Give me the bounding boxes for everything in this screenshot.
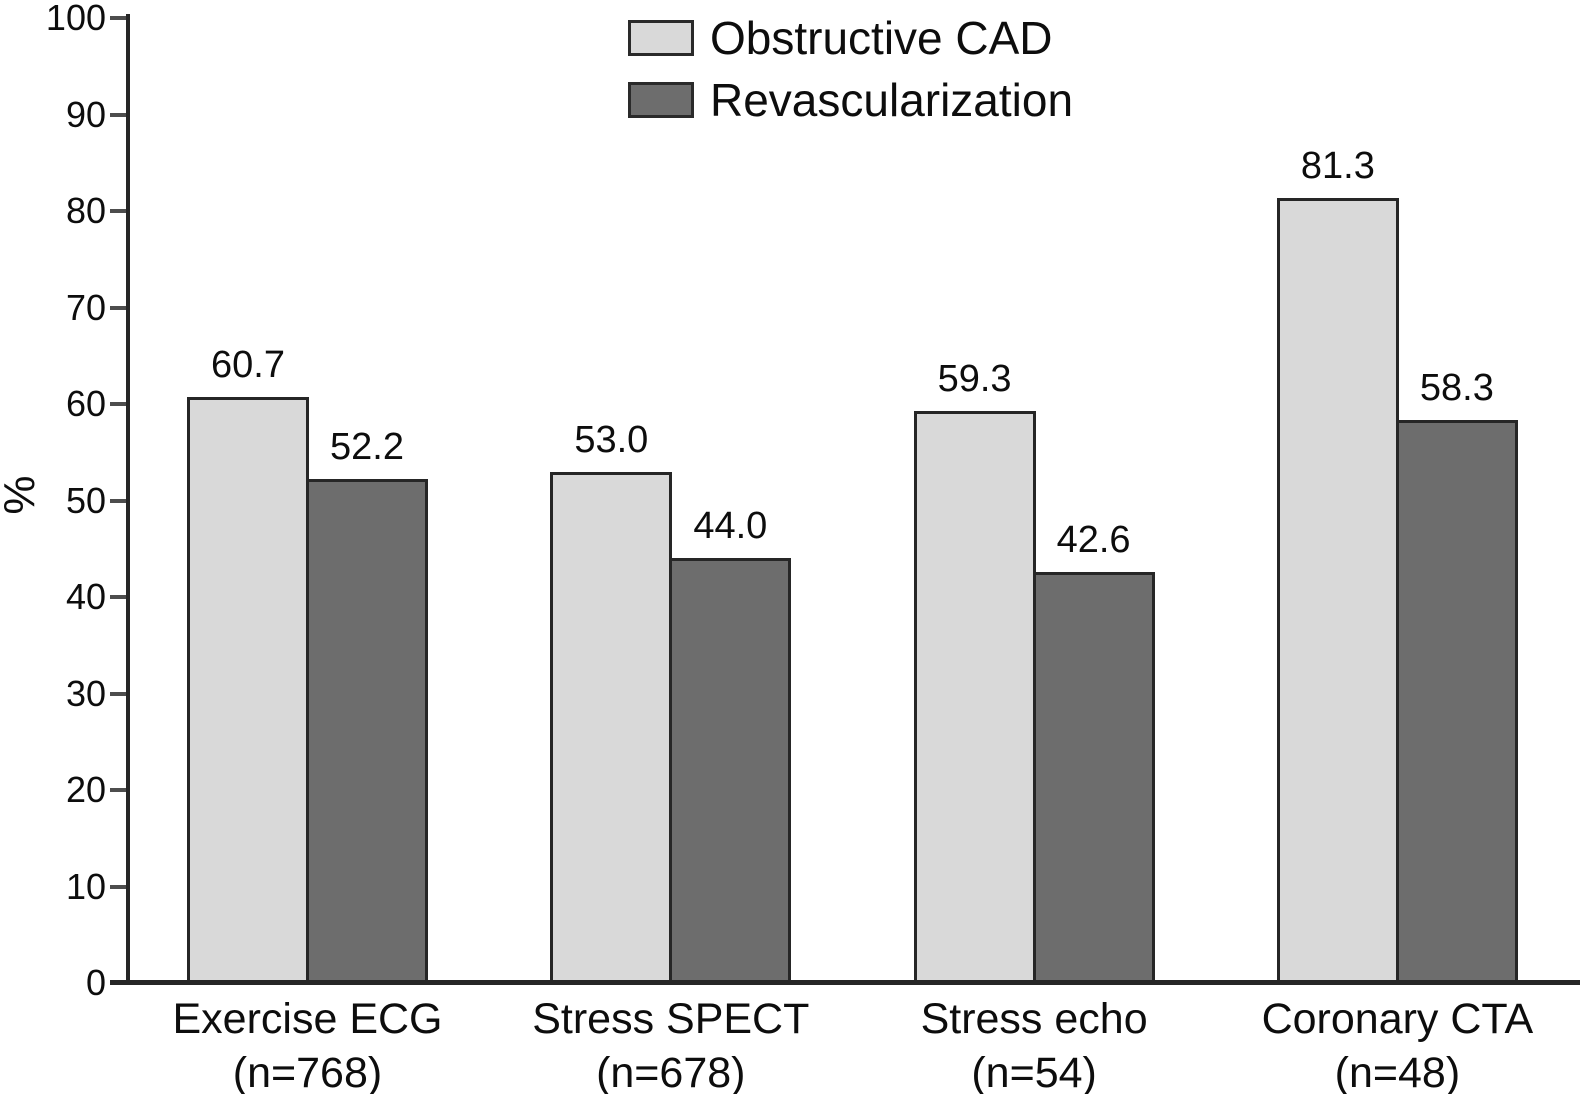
y-tick-mark xyxy=(110,595,128,599)
legend-item-obstructive-cad: Obstructive CAD xyxy=(628,12,1073,64)
bar-revascularization xyxy=(1395,420,1518,983)
bar-value-label: 52.2 xyxy=(330,426,404,469)
x-category-label: Stress echo (n=54) xyxy=(853,992,1215,1094)
y-tick-label: 10 xyxy=(65,865,106,907)
x-category-label: Stress SPECT (n=678) xyxy=(490,992,852,1094)
y-tick-label: 60 xyxy=(65,383,106,424)
y-tick-mark xyxy=(110,788,128,792)
y-tick-label: 50 xyxy=(65,479,106,521)
bar-obstructive-cad xyxy=(187,397,309,983)
x-category-label: Coronary CTA (n=48) xyxy=(1216,992,1578,1094)
bar-obstructive-cad xyxy=(550,471,673,983)
legend: Obstructive CAD Revascularization xyxy=(628,12,1073,142)
y-tick-mark xyxy=(110,884,128,889)
y-tick-label: 100 xyxy=(45,0,106,38)
bar-revascularization xyxy=(669,558,792,983)
y-tick-mark xyxy=(110,498,128,503)
x-category-name: Stress SPECT xyxy=(532,995,810,1043)
bar-revascularization xyxy=(1032,571,1155,983)
y-tick-mark xyxy=(110,691,128,696)
x-category-n: (n=768) xyxy=(232,1049,383,1094)
bar-value-label: 44.0 xyxy=(693,505,768,548)
legend-label-obstructive-cad: Obstructive CAD xyxy=(710,12,1053,64)
bar-value-label: 81.3 xyxy=(1300,145,1375,188)
y-tick-mark xyxy=(110,16,128,20)
y-tick-label: 70 xyxy=(65,286,106,328)
y-tick-label: 30 xyxy=(65,672,106,714)
x-category-n: (n=678) xyxy=(596,1049,746,1094)
y-tick-mark xyxy=(110,209,128,213)
bar-value-label: 58.3 xyxy=(1419,367,1494,410)
legend-label-revascularization: Revascularization xyxy=(710,74,1074,126)
x-category-name: Exercise ECG xyxy=(172,995,443,1043)
x-category-name: Stress echo xyxy=(920,995,1148,1043)
bar-obstructive-cad xyxy=(1276,198,1399,983)
bar-value-label: 42.6 xyxy=(1056,518,1131,561)
x-category-n: (n=48) xyxy=(1334,1049,1461,1094)
y-tick-label: 80 xyxy=(65,190,106,231)
y-tick-mark xyxy=(110,402,128,406)
x-category-n: (n=54) xyxy=(971,1049,1097,1094)
x-axis-line xyxy=(110,980,1580,985)
bar-revascularization xyxy=(306,479,428,983)
y-axis-line xyxy=(126,14,130,985)
legend-swatch-obstructive-cad xyxy=(628,20,694,56)
bar-value-label: 53.0 xyxy=(574,418,649,461)
y-tick-label: 0 xyxy=(85,962,106,1003)
bar-value-label: 60.7 xyxy=(211,344,285,387)
x-category-label: Exercise ECG (n=768) xyxy=(127,992,489,1094)
y-tick-label: 20 xyxy=(65,769,106,810)
legend-swatch-revascularization xyxy=(628,82,694,118)
bar-obstructive-cad xyxy=(913,410,1036,983)
x-category-name: Coronary CTA xyxy=(1261,995,1534,1043)
y-tick-label: 90 xyxy=(65,93,106,135)
y-tick-label: 40 xyxy=(65,576,106,617)
bar-value-label: 59.3 xyxy=(937,357,1012,400)
legend-item-revascularization: Revascularization xyxy=(628,74,1073,126)
y-tick-mark xyxy=(110,305,128,310)
y-tick-mark xyxy=(110,112,128,117)
